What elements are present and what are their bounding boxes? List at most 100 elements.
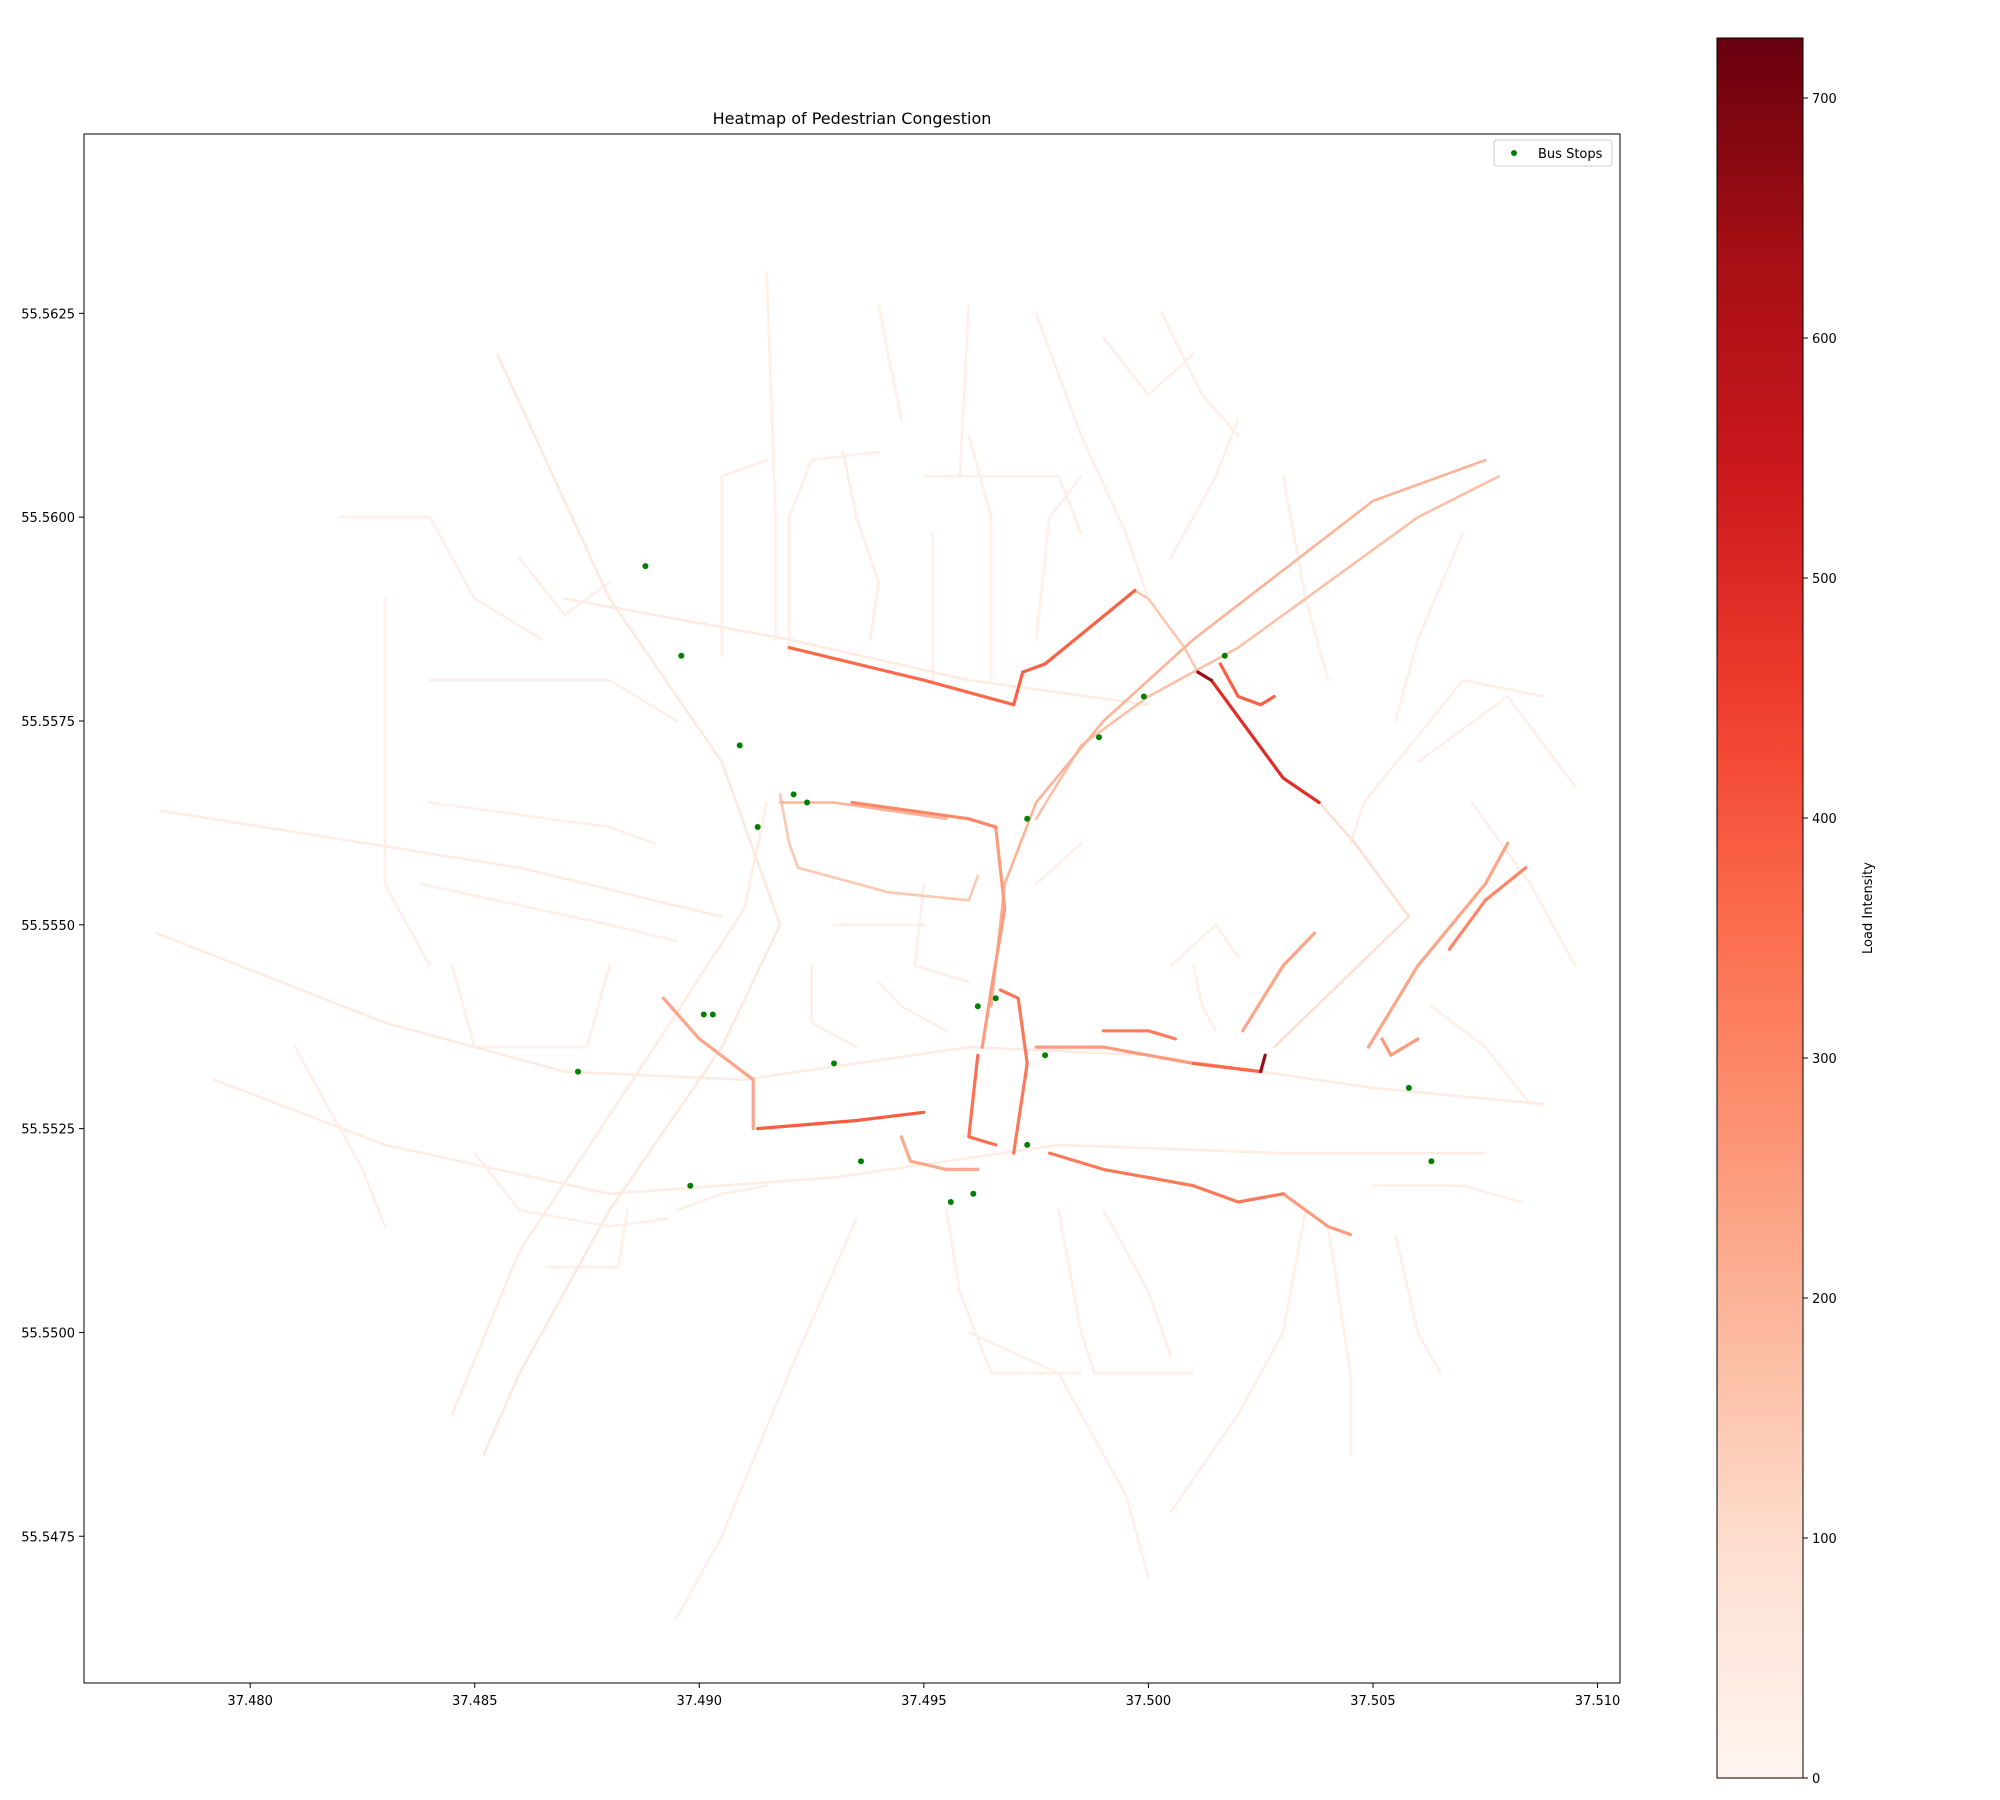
bus-stop-point <box>1042 1052 1049 1059</box>
road-edge <box>787 645 1016 707</box>
bus-stop-point <box>970 1190 977 1197</box>
road-edge <box>473 1151 670 1228</box>
bus-stop-point <box>1221 652 1228 659</box>
y-tick-label: 55.5475 <box>21 1530 75 1545</box>
colorbar-tick-label: 0 <box>1812 1772 1820 1787</box>
road-edge <box>877 303 903 421</box>
road-edge <box>675 1217 858 1620</box>
bus-stop-point <box>858 1158 864 1165</box>
road-edge <box>1218 662 1276 707</box>
road-edge <box>1281 1192 1353 1237</box>
road-edge <box>159 809 724 919</box>
bus-stop-point <box>804 799 811 806</box>
road-edge <box>1241 931 1317 1033</box>
bus-stop-point <box>687 1182 694 1189</box>
road-edge <box>428 678 679 723</box>
road-edge <box>338 515 544 641</box>
bus-stop-point <box>1024 815 1031 822</box>
bus-stop-point <box>678 652 685 659</box>
y-tick-label: 55.5575 <box>21 715 75 730</box>
road-edge <box>450 801 769 1416</box>
road-edge <box>1470 801 1577 967</box>
road-edge <box>1366 841 1510 1049</box>
x-tick-label: 37.500 <box>1126 1694 1172 1709</box>
road-edge <box>1047 1151 1285 1204</box>
road-edge <box>967 1053 998 1147</box>
road-edge <box>1209 678 1321 805</box>
road-edge <box>1349 678 1545 845</box>
y-tick-label: 55.5525 <box>21 1123 75 1138</box>
road-edge <box>877 980 948 1033</box>
road-edge <box>850 800 998 829</box>
road-edge <box>419 882 679 943</box>
road-edge <box>1430 1004 1532 1106</box>
legend-label-bus-stops: Bus Stops <box>1538 147 1603 162</box>
road-edge <box>1101 1029 1178 1041</box>
bus-stop-point <box>709 1011 716 1018</box>
road-edge <box>998 988 1029 1155</box>
road-edge <box>675 1184 769 1212</box>
road-edge <box>922 475 1083 535</box>
road-edge <box>482 352 782 1456</box>
bus-stop-point <box>974 1003 981 1010</box>
road-edge <box>1160 312 1240 437</box>
x-tick-label: 37.505 <box>1350 1694 1396 1709</box>
road-edge <box>778 793 980 902</box>
road-edge <box>1447 866 1528 951</box>
road-edge <box>1394 532 1465 723</box>
road-edge <box>1034 841 1083 886</box>
road-edge <box>1169 923 1240 967</box>
bus-stop-point <box>575 1068 581 1075</box>
bus-stop-point <box>1428 1158 1435 1165</box>
colorbar-ticks: 0 100 200 300 400 500 600 700 <box>1803 92 1837 1787</box>
bus-stop-point <box>992 995 999 1002</box>
colorbar-tick-label: 600 <box>1812 332 1837 347</box>
road-edge <box>1380 1037 1420 1057</box>
road-edge <box>518 556 611 617</box>
road-edge <box>841 450 881 641</box>
bus-stop-point <box>736 742 743 749</box>
plot-frame <box>83 133 1621 1684</box>
road-edge <box>545 1208 629 1269</box>
colorbar-label: Load Intensity <box>1861 862 1876 954</box>
road-edge <box>1133 589 1200 674</box>
colorbar-tick-label: 400 <box>1812 812 1837 827</box>
road-edge <box>765 271 777 641</box>
road-edge <box>913 882 971 984</box>
road-edge <box>1416 695 1577 788</box>
y-tick-label: 55.5500 <box>21 1326 75 1341</box>
road-edge <box>967 1331 1150 1579</box>
road-edge <box>1371 1184 1523 1204</box>
road-edge <box>428 801 656 845</box>
y-tick-label: 55.5550 <box>21 919 75 934</box>
bus-stop-point <box>1096 734 1102 741</box>
road-edge <box>661 996 755 1131</box>
x-tick-label: 37.495 <box>901 1694 947 1709</box>
colorbar-gradient <box>1716 37 1804 1779</box>
colorbar-tick-label: 700 <box>1812 92 1837 107</box>
legend-box <box>1493 139 1613 167</box>
road-edge <box>1034 475 1083 641</box>
road-edge <box>1192 964 1218 1033</box>
colorbar-tick-label: 200 <box>1812 1292 1837 1307</box>
colorbar-tick-label: 300 <box>1812 1052 1837 1067</box>
legend-marker-bus-stops <box>1511 150 1517 156</box>
x-tick-label: 37.490 <box>677 1694 723 1709</box>
road-edge <box>154 931 1545 1106</box>
road-edge <box>967 434 993 682</box>
road-edge <box>1102 336 1195 397</box>
x-tick-label: 37.480 <box>227 1694 273 1709</box>
road-edge <box>1034 312 1150 601</box>
road-edge <box>810 964 858 1049</box>
colorbar-tick-label: 100 <box>1812 1532 1837 1547</box>
x-axis-ticks: 37.480 37.485 37.490 37.495 37.500 37.505 37.5… <box>227 1683 1620 1709</box>
road-edge <box>778 801 948 821</box>
road-edge <box>563 597 1150 707</box>
road-edge <box>756 1110 926 1131</box>
bus-stop-point <box>790 791 797 798</box>
road-edge <box>1394 1233 1442 1375</box>
road-edge <box>787 450 881 658</box>
x-tick-label: 37.510 <box>1575 1694 1621 1709</box>
road-edge <box>1191 1061 1263 1074</box>
